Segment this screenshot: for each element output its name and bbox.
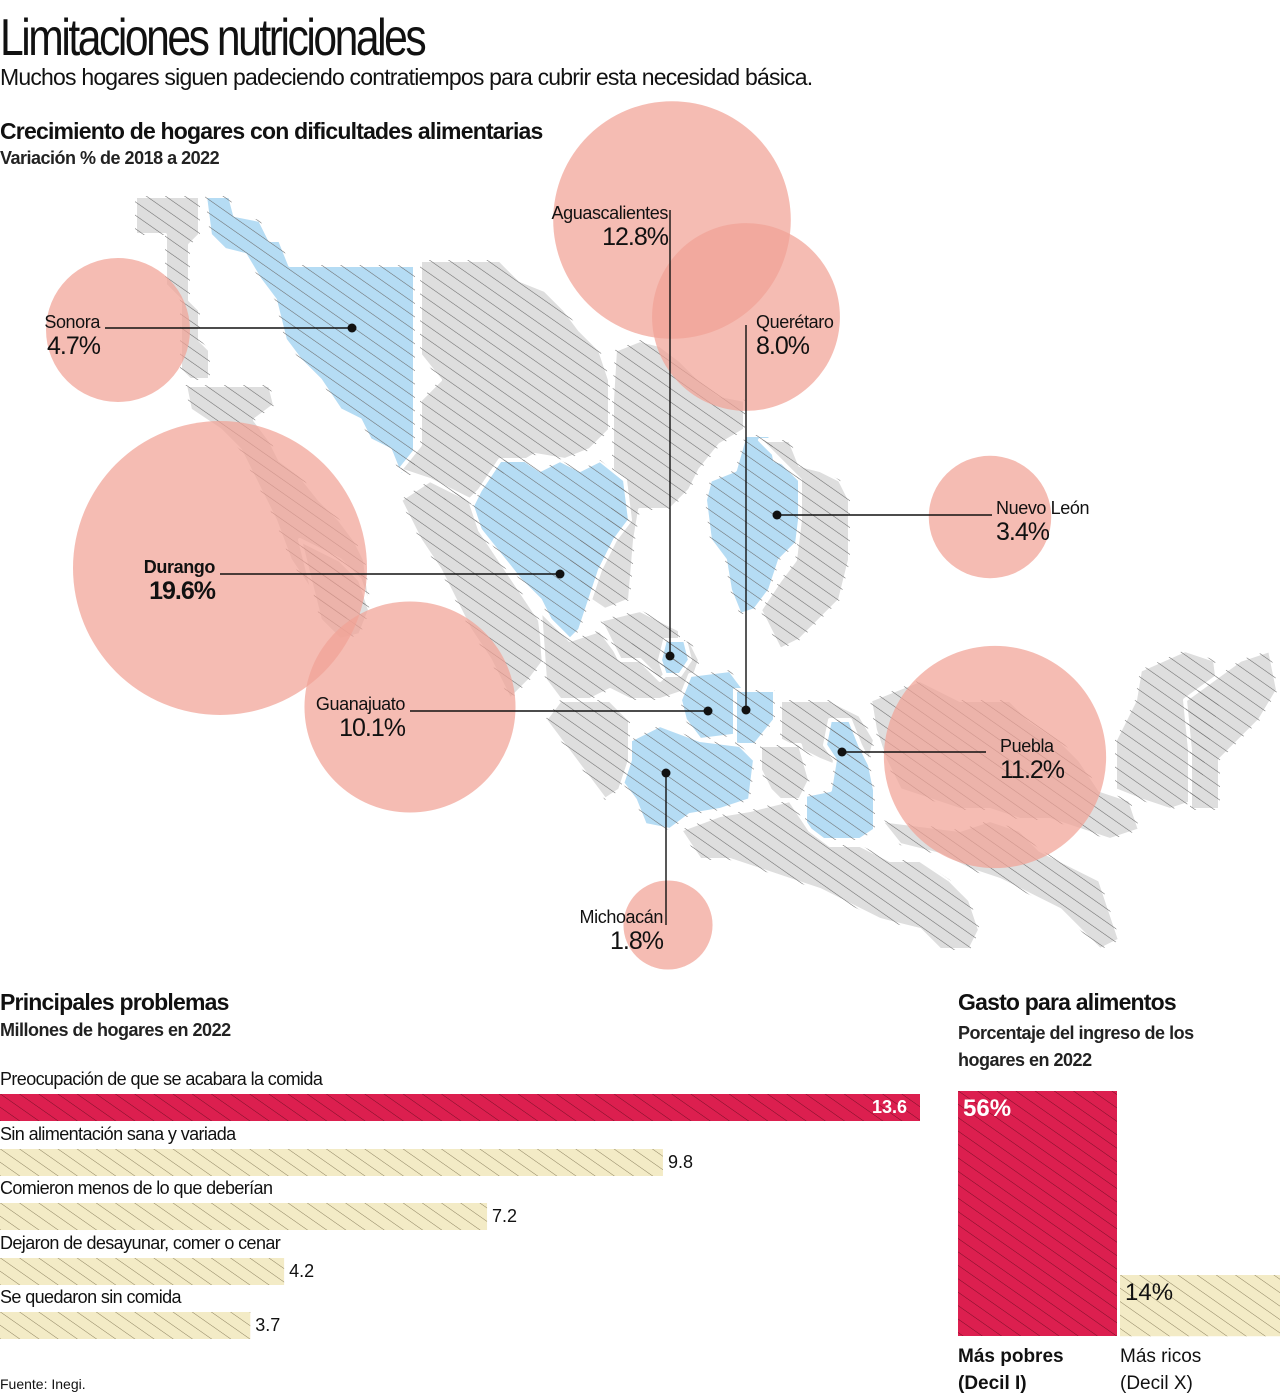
problems-subtitle: Millones de hogares en 2022 — [0, 1020, 231, 1040]
bubble-durango — [73, 421, 367, 715]
column-value-label: 56% — [963, 1095, 1012, 1122]
state-value: 1.8% — [610, 927, 664, 955]
state-name: Guanajuato — [315, 694, 405, 714]
state-hatch — [620, 725, 755, 830]
state-name: Nuevo León — [996, 498, 1090, 518]
map-label: Sonora 4.7% — [44, 312, 101, 360]
bar-category-label: Dejaron de desayunar, comer o cenar — [0, 1232, 281, 1253]
column-category-label: Más pobres — [958, 1346, 1064, 1367]
state-hatch — [400, 260, 610, 500]
state-hatch — [600, 610, 680, 680]
map-subtitle: Variación % de 2018 a 2022 — [0, 148, 220, 168]
map-title: Crecimiento de hogares con dificultades … — [0, 118, 543, 144]
state-value: 12.8% — [602, 223, 669, 251]
bubble-puebla — [883, 645, 1107, 869]
source-note: Fuente: Inegi. — [0, 1376, 86, 1392]
state-hatch — [205, 196, 415, 475]
bar-category-label: Comieron menos de lo que deberían — [0, 1178, 273, 1198]
map-label: Aguascalientes 12.8% — [551, 203, 669, 251]
bubble-michoac-n — [623, 880, 713, 970]
bar-value-label: 13.6 — [872, 1097, 908, 1117]
bar-category-label: Sin alimentación sana y variada — [0, 1123, 236, 1144]
state-hatch — [1185, 650, 1278, 810]
state-hatch — [805, 720, 875, 840]
column-bar — [958, 1091, 1117, 1336]
state-marker-dot — [661, 768, 671, 778]
state-hatch — [705, 435, 800, 615]
state-hatch — [760, 440, 850, 650]
spending-subtitle: Porcentaje del ingreso de los hogares en… — [958, 1023, 1194, 1070]
state-name: Puebla — [1000, 736, 1054, 756]
map-label: Nuevo León 3.4% — [996, 498, 1089, 546]
column-bar — [1120, 1274, 1280, 1336]
state-name: Querétaro — [756, 312, 834, 332]
state-hatch — [760, 745, 810, 800]
bar — [0, 1257, 285, 1285]
bubble-map — [46, 101, 1280, 970]
state-hatch — [400, 480, 545, 700]
bar-value-label: 7.2 — [492, 1206, 518, 1226]
state-name: Aguascalientes — [551, 203, 669, 223]
state-marker-dot — [837, 747, 847, 757]
state-marker-dot — [772, 510, 782, 520]
state-value: 10.1% — [339, 714, 406, 742]
bar — [0, 1148, 663, 1176]
state-marker-dot — [665, 651, 675, 661]
map-label: Guanajuato 10.1% — [315, 694, 406, 742]
state-hatch — [680, 800, 980, 950]
map-label: Puebla 11.2% — [1000, 736, 1065, 784]
bar-value-label: 9.8 — [667, 1151, 693, 1172]
state-name: Sonora — [44, 312, 100, 332]
state-hatch — [680, 670, 745, 740]
state-value: 3.4% — [996, 518, 1050, 546]
state-marker-dot — [555, 569, 565, 579]
bar — [0, 1203, 488, 1230]
state-hatch — [470, 460, 630, 640]
bubble-layer — [46, 101, 1107, 970]
state-value: 19.6% — [149, 577, 216, 605]
spending-title: Gasto para alimentos — [958, 989, 1177, 1015]
bar — [0, 1094, 920, 1121]
bubble-guanajuato — [304, 601, 516, 813]
state-name: Michoacán — [579, 907, 664, 927]
state-value: 8.0% — [756, 332, 810, 360]
state-name: Durango — [143, 557, 216, 577]
page-title: Limitaciones nutricionales — [0, 9, 427, 67]
map-label: Querétaro 8.0% — [756, 312, 834, 360]
map-label: Durango 19.6% — [143, 557, 216, 605]
state-hatch — [735, 690, 775, 745]
bubble-nuevo-le-n — [928, 455, 1052, 579]
bar-category-label: Preocupación de que se acabara la comida — [0, 1069, 323, 1089]
problems-title: Principales problemas — [0, 989, 229, 1015]
state-value: 11.2% — [1000, 756, 1065, 784]
bubble-sonora — [46, 258, 190, 402]
bar-value-label: 4.2 — [289, 1260, 315, 1281]
column-value-label: 14% — [1125, 1278, 1174, 1306]
column-category-label: (Decil I) — [958, 1373, 1027, 1394]
page-subtitle: Muchos hogares siguen padeciendo contrat… — [0, 64, 813, 90]
state-marker-dot — [347, 323, 357, 333]
state-hatch — [660, 640, 690, 675]
column-category-label: Más ricos — [1120, 1346, 1202, 1367]
map-label: Michoacán 1.8% — [579, 907, 664, 955]
bubble-quer-taro — [652, 223, 840, 411]
state-marker-dot — [703, 706, 713, 716]
leader-lines — [105, 210, 992, 925]
bar — [0, 1312, 251, 1339]
state-value: 4.7% — [47, 332, 101, 360]
state-marker-dot — [741, 705, 751, 715]
state-hatch — [545, 700, 630, 800]
bar-category-label: Se quedaron sin comida — [0, 1287, 182, 1307]
column-category-label: (Decil X) — [1120, 1373, 1193, 1394]
bar-value-label: 3.7 — [255, 1315, 281, 1335]
